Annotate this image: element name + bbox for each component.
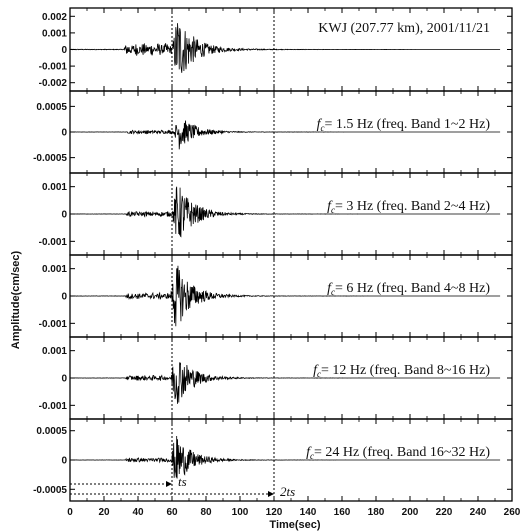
two-ts-arrowhead (268, 491, 274, 497)
y-tick-label: 0 (61, 128, 67, 139)
waveform-trace (69, 120, 501, 150)
y-tick-label: -0.001 (39, 319, 68, 330)
y-tick-label: 0 (61, 292, 67, 303)
panel-title: fc= 12 Hz (freq. Band 8~16 Hz) (313, 363, 490, 379)
panel-1: 0.002 0.001 0 -0.001 -0.002 KWJ (207.77 km), … (39, 7, 513, 92)
y-tick-label: 0.0005 (36, 426, 67, 437)
x-tick-label: 140 (300, 507, 317, 518)
y-tick-label: -0.001 (39, 237, 68, 248)
x-tick-label: 260 (504, 507, 521, 518)
waveform-trace (69, 265, 501, 327)
panel-title: fc= 3 Hz (freq. Band 2~4 Hz) (327, 199, 490, 215)
x-tick-label: 100 (232, 507, 249, 518)
panel-6: 0.0005 0 -0.0005 fc= 24 Hz (freq. Band 16~3… (33, 418, 513, 502)
x-tick-label: 80 (200, 507, 212, 518)
waveform-trace (69, 436, 501, 479)
y-tick-label: 0.001 (42, 182, 67, 193)
x-tick-label: 0 (67, 507, 73, 518)
x-tick-label: 180 (368, 507, 385, 518)
y-tick-label: 0 (61, 45, 67, 56)
x-tick-label: 240 (470, 507, 487, 518)
y-tick-label: 0.0005 (36, 102, 67, 113)
x-tick-label: 200 (402, 507, 419, 518)
panel-4: 0.001 0 -0.001 fc= 6 Hz (freq. Band 4~8 Hz) (39, 254, 513, 338)
panel-title: fc= 6 Hz (freq. Band 4~8 Hz) (327, 281, 490, 297)
y-axis-label: Amplitude(cm/sec) (10, 250, 22, 349)
x-tick-label: 160 (334, 507, 351, 518)
ts-arrowhead (166, 481, 172, 487)
y-tick-label: 0 (61, 374, 67, 385)
y-tick-label: 0 (61, 210, 67, 221)
y-tick-label: -0.0005 (33, 485, 67, 496)
y-tick-label: -0.002 (39, 78, 68, 89)
waveform-trace (69, 23, 501, 73)
two-ts-label: 2ts (280, 484, 295, 499)
ts-label: ts (178, 474, 187, 489)
panel-2: 0.0005 0 -0.0005 fc= 1.5 Hz (freq. Band 1~2… (33, 90, 513, 174)
y-tick-label: -0.001 (39, 401, 68, 412)
panel-3: 0.001 0 -0.001 fc= 3 Hz (freq. Band 2~4 Hz) (39, 172, 513, 256)
panel-title: KWJ (207.77 km), 2001/11/21 (318, 21, 490, 36)
panel-title: fc= 24 Hz (freq. Band 16~32 Hz) (306, 445, 490, 461)
y-tick-label: 0.001 (42, 28, 67, 39)
panel-5: 0.001 0 -0.001 fc= 12 Hz (freq. Band 8~16 H… (39, 336, 513, 420)
panel-title: fc= 1.5 Hz (freq. Band 1~2 Hz) (317, 117, 491, 133)
x-tick-label: 60 (166, 507, 178, 518)
time-markers: ts 2ts (70, 8, 295, 501)
x-axis: 0 20 40 60 80 100 120 140 160 180 200 220 240 260 (67, 507, 521, 518)
y-tick-label: 0 (61, 456, 67, 467)
x-tick-label: 220 (436, 507, 453, 518)
x-axis-label: Time(sec) (269, 519, 320, 531)
y-tick-label: -0.001 (39, 62, 68, 73)
y-tick-label: 0.001 (42, 346, 67, 357)
y-tick-label: 0.002 (42, 12, 67, 23)
y-tick-label: -0.0005 (33, 153, 67, 164)
x-tick-label: 120 (266, 507, 283, 518)
waveform-trace (69, 186, 501, 238)
x-tick-label: 40 (132, 507, 144, 518)
panels-group: 0.002 0.001 0 -0.001 -0.002 KWJ (207.77 km), … (33, 7, 513, 502)
y-tick-label: 0.001 (42, 264, 67, 275)
x-tick-label: 20 (98, 507, 110, 518)
waveform-trace (69, 362, 501, 404)
